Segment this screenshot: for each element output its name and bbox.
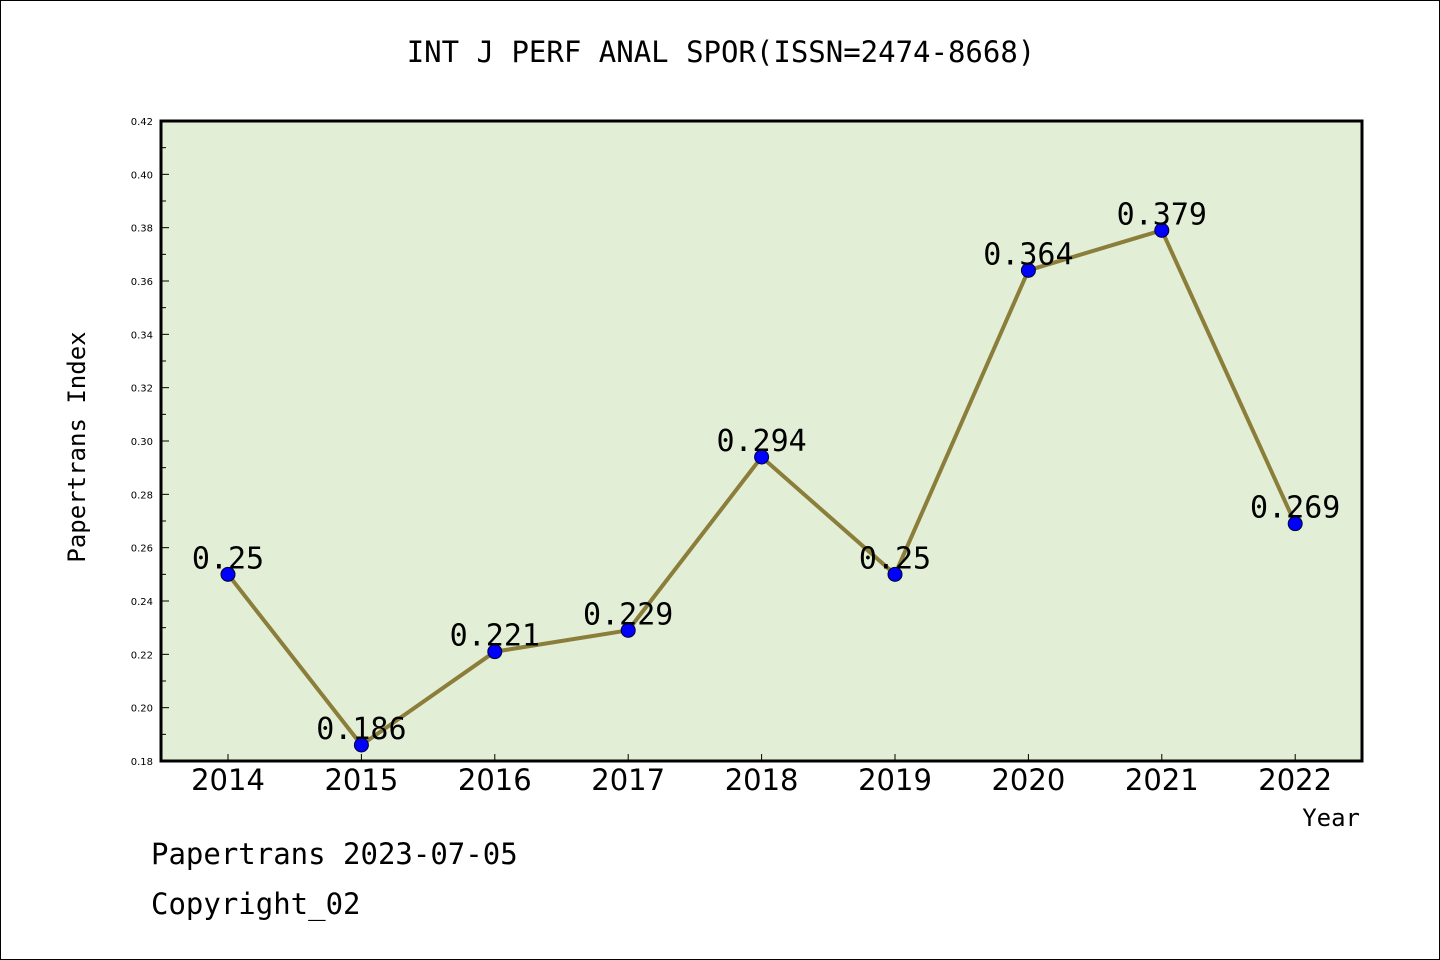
plot-frame bbox=[159, 119, 1364, 763]
y-tick-label: 0.32 bbox=[131, 384, 153, 395]
y-tick-label: 0.38 bbox=[131, 224, 153, 235]
y-tick-label: 0.28 bbox=[131, 490, 153, 501]
data-label: 0.25 bbox=[859, 541, 931, 576]
y-tick-label: 0.24 bbox=[131, 597, 153, 608]
x-tick-label: 2021 bbox=[1125, 763, 1199, 797]
x-tick-label: 2022 bbox=[1258, 763, 1332, 797]
data-label: 0.221 bbox=[450, 619, 540, 654]
footer-date-text: Papertrans 2023-07-05 bbox=[151, 837, 518, 871]
x-axis-title: Year bbox=[1302, 804, 1360, 832]
data-label: 0.269 bbox=[1250, 491, 1340, 526]
y-tick-label: 0.30 bbox=[131, 437, 153, 448]
x-tick-label: 2020 bbox=[991, 763, 1065, 797]
y-tick-label: 0.42 bbox=[131, 117, 153, 128]
data-point-marker bbox=[620, 622, 636, 638]
y-tick-label: 0.36 bbox=[131, 277, 153, 288]
data-point-marker bbox=[1020, 262, 1036, 278]
x-tick-label: 2016 bbox=[458, 763, 532, 797]
x-tick-label: 2014 bbox=[191, 763, 265, 797]
y-tick-label: 0.22 bbox=[131, 650, 153, 661]
y-tick-label: 0.34 bbox=[131, 330, 153, 341]
data-point-marker bbox=[1154, 222, 1170, 238]
data-label: 0.186 bbox=[316, 712, 406, 747]
data-point-marker bbox=[487, 644, 503, 660]
y-tick-label: 0.26 bbox=[131, 544, 153, 555]
data-label: 0.229 bbox=[583, 597, 673, 632]
data-label: 0.294 bbox=[716, 424, 806, 459]
footer-copyright-text: Copyright_02 bbox=[151, 887, 361, 921]
chart-title: INT J PERF ANAL SPOR(ISSN=2474-8668) bbox=[406, 35, 1036, 69]
data-point-marker bbox=[353, 737, 369, 753]
x-tick-label: 2015 bbox=[324, 763, 398, 797]
data-point-marker bbox=[1287, 516, 1303, 532]
y-axis-title: Papertrans Index bbox=[63, 331, 91, 562]
data-point-marker bbox=[220, 566, 236, 582]
x-tick-label: 2018 bbox=[725, 763, 799, 797]
data-point-marker bbox=[754, 449, 770, 465]
data-label: 0.364 bbox=[983, 237, 1073, 272]
y-tick-label: 0.20 bbox=[131, 704, 153, 715]
x-tick-label: 2019 bbox=[858, 763, 932, 797]
y-tick-label: 0.18 bbox=[131, 757, 153, 768]
y-tick-label: 0.40 bbox=[131, 170, 153, 181]
data-point-marker bbox=[887, 566, 903, 582]
x-tick-label: 2017 bbox=[591, 763, 665, 797]
data-label: 0.25 bbox=[192, 541, 264, 576]
data-label: 0.379 bbox=[1117, 197, 1207, 232]
